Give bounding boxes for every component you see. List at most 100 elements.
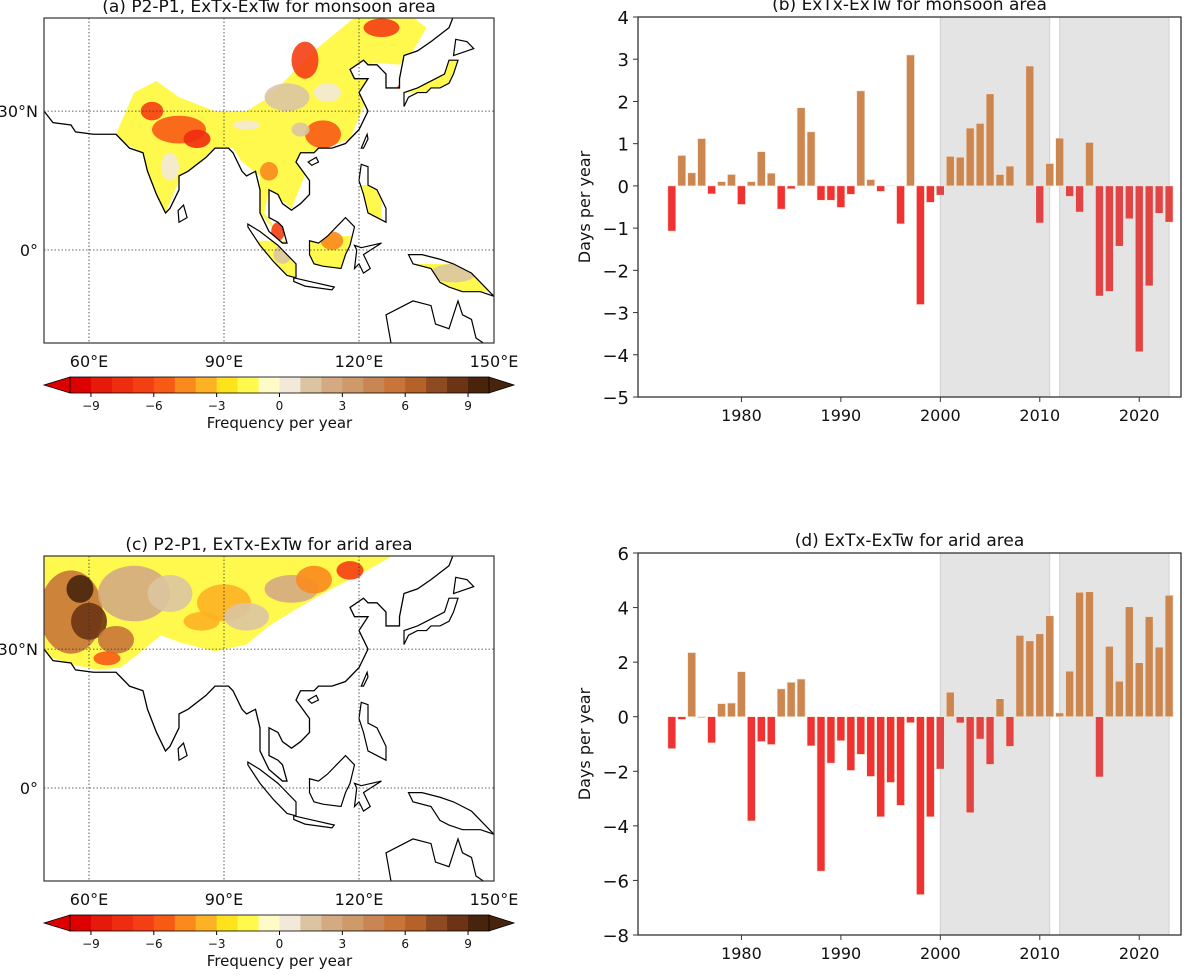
bar-1991 xyxy=(846,185,856,195)
field-anomaly xyxy=(291,41,319,79)
colorbar-extend-low xyxy=(42,914,71,932)
bar-1973 xyxy=(667,185,677,232)
colorbar-swatch xyxy=(111,377,134,393)
bar-2023 xyxy=(1164,594,1174,718)
bar-1996 xyxy=(896,185,905,225)
x-tick-label: 2010 xyxy=(1019,944,1060,963)
bar-1980 xyxy=(737,671,746,718)
colorbar: −9 −6 −3 0 3 6 9 Frequency per year xyxy=(42,376,516,432)
colorbar-tick-label: 6 xyxy=(401,399,409,413)
coastline xyxy=(44,18,454,244)
colorbar-swatch xyxy=(342,377,364,393)
field-anomaly xyxy=(98,625,134,654)
bar-1991 xyxy=(846,716,856,771)
y-tick-label: 3 xyxy=(618,50,629,71)
field-anomaly xyxy=(93,651,121,666)
bar-2002 xyxy=(955,156,965,187)
x-tick-label: 2020 xyxy=(1119,406,1160,425)
x-tick-label: 2000 xyxy=(920,944,961,963)
field-anomaly xyxy=(305,120,341,149)
x-tick-label: 1980 xyxy=(721,944,762,963)
y-tick-label: 0 xyxy=(618,708,629,729)
y-tick-label: 1 xyxy=(618,135,629,156)
colorbar-tick-label: −6 xyxy=(145,399,163,413)
colorbar-swatch xyxy=(174,915,197,931)
bar-chart-monsoon: (b) ExTx-ExTw for monsoon area 4 3 2 1 0 −1 −2 −… xyxy=(575,0,1182,425)
bar-1985 xyxy=(786,185,796,190)
bar-2019 xyxy=(1125,185,1134,220)
map-frame xyxy=(43,17,495,344)
coastline xyxy=(407,254,494,297)
bar-1987 xyxy=(806,131,816,187)
y-tick-label: −2 xyxy=(602,762,629,783)
bar-1975 xyxy=(687,172,696,187)
colorbar-swatch xyxy=(321,915,343,931)
bar-1982 xyxy=(757,716,766,742)
bar-1988 xyxy=(816,716,826,872)
coastline xyxy=(353,780,382,813)
colorbar-swatch xyxy=(258,377,280,393)
bar-1994 xyxy=(876,185,885,192)
bar-2006 xyxy=(995,174,1005,187)
field-anomaly xyxy=(363,18,400,38)
colorbar-swatch xyxy=(195,915,218,931)
bar-2021 xyxy=(1144,185,1154,287)
colorbar-swatch xyxy=(174,377,197,393)
coastline xyxy=(247,223,297,279)
field-anomaly xyxy=(336,561,364,580)
coastline xyxy=(407,792,494,835)
coastline xyxy=(44,556,454,782)
bar-2008 xyxy=(1015,635,1025,718)
field-anomaly xyxy=(296,565,332,594)
plot-frame xyxy=(637,552,1182,936)
bar-2017 xyxy=(1105,646,1114,718)
bar-2010 xyxy=(1035,633,1045,718)
x-tick-label: 1980 xyxy=(721,406,762,425)
bar-1979 xyxy=(727,174,736,187)
colorbar-swatch xyxy=(216,377,239,393)
bar-1994 xyxy=(876,716,885,818)
field-anomaly xyxy=(183,129,211,149)
colorbar-swatch xyxy=(363,377,385,393)
field-anomaly xyxy=(271,222,285,241)
colorbar-swatch xyxy=(468,915,490,931)
colorbar-swatch xyxy=(153,915,176,931)
bar-chart-arid: (d) ExTx-ExTw for arid area 6 4 2 0 −2 −4 −6 −8 1… xyxy=(575,531,1182,963)
shaded-period xyxy=(939,552,1051,936)
colorbar-swatch xyxy=(237,915,260,931)
y-tick-label: 6 xyxy=(618,544,629,565)
x-tick-label: 2020 xyxy=(1119,944,1160,963)
lat-label: 0° xyxy=(20,779,38,798)
bar-2012 xyxy=(1055,712,1064,718)
plot-frame xyxy=(637,16,1182,398)
colorbar-swatch xyxy=(90,915,113,931)
colorbar-swatch xyxy=(321,377,343,393)
map-field xyxy=(44,556,400,670)
colorbar-tick-label: 3 xyxy=(339,937,347,951)
coastline xyxy=(353,242,382,275)
colorbar-swatch xyxy=(342,915,364,931)
colorbar-tick-label: −9 xyxy=(82,937,100,951)
bar-2001 xyxy=(945,691,955,718)
bar-2009 xyxy=(1025,640,1035,718)
bar-1995 xyxy=(886,716,895,783)
bar-2003 xyxy=(965,716,975,814)
colorbar-extend-high xyxy=(488,376,516,394)
bar-2005 xyxy=(985,716,995,765)
bar-2000 xyxy=(936,185,945,196)
field-anomaly xyxy=(66,575,94,603)
field-anomaly xyxy=(273,245,292,264)
bar-2005 xyxy=(985,93,995,187)
bar-2019 xyxy=(1125,606,1134,718)
bar-2011 xyxy=(1045,615,1055,718)
colorbar-tick-label: 0 xyxy=(276,937,284,951)
map-title: (c) P2-P1, ExTx-ExTw for arid area xyxy=(125,535,412,555)
colorbar-swatch xyxy=(90,377,113,393)
coastline xyxy=(403,597,459,645)
chart-title: (d) ExTx-ExTw for arid area xyxy=(795,531,1025,551)
y-tick-label: 4 xyxy=(618,599,629,620)
bar-2018 xyxy=(1115,185,1124,247)
bar-1976 xyxy=(697,716,706,718)
bar-2014 xyxy=(1075,185,1084,213)
bar-2004 xyxy=(975,123,985,187)
